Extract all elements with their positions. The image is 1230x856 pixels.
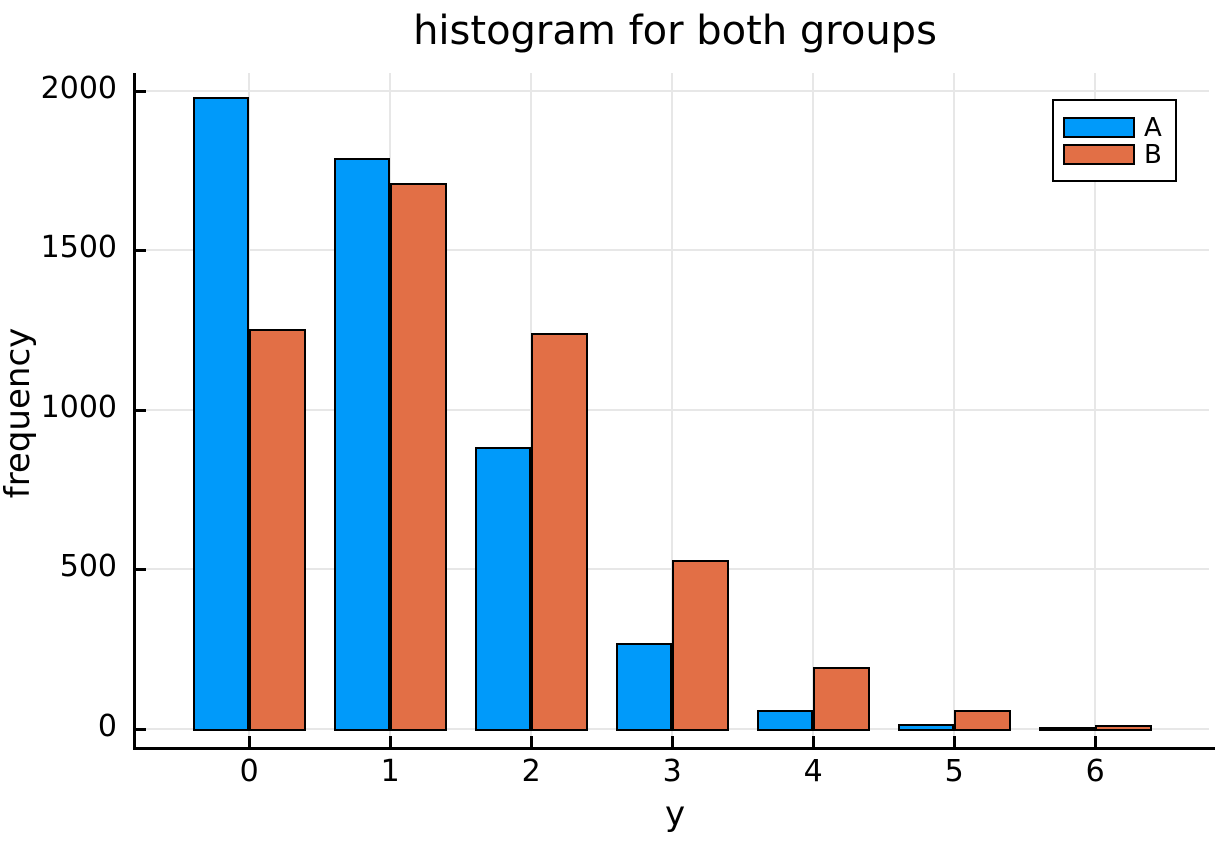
y-axis-label: frequency [0,327,38,499]
legend-swatch-B [1063,144,1135,165]
x-axis-label: y [664,794,686,834]
gridline-y-500 [135,568,1209,571]
legend-label-B: B [1144,140,1162,170]
bar-A-2 [474,446,532,731]
y-tick-label-2000: 2000 [40,70,117,106]
bar-A-6 [1038,726,1096,731]
x-tick-6 [1094,736,1098,747]
legend-label-A: A [1144,113,1162,143]
x-tick-label-5: 5 [944,754,964,789]
legend-row-A: A [1054,113,1175,143]
bar-B-6 [1095,724,1152,731]
y-tick-label-500: 500 [59,549,117,585]
x-tick-label-2: 2 [521,754,541,789]
x-tick-label-0: 0 [239,754,259,789]
bar-B-1 [390,183,447,731]
x-tick-label-4: 4 [803,754,823,789]
bar-B-2 [531,333,588,731]
chart-title: histogram for both groups [413,8,937,54]
x-tick-3 [671,736,675,747]
bar-B-0 [249,328,306,731]
x-tick-5 [953,736,957,747]
bar-B-3 [672,559,729,731]
y-tick-500 [135,568,146,572]
bar-A-4 [756,709,814,731]
y-tick-1000 [135,408,146,412]
bar-A-1 [333,157,391,731]
y-tick-label-0: 0 [97,708,117,744]
x-tick-1 [389,736,393,747]
x-tick-0 [248,736,252,747]
y-tick-2000 [135,89,146,93]
y-tick-0 [135,727,146,731]
y-tick-1500 [135,249,146,253]
y-tick-label-1500: 1500 [40,230,117,266]
x-tick-label-1: 1 [380,754,400,789]
gridline-y-1000 [135,408,1209,411]
y-axis-spine [133,73,136,750]
x-tick-label-3: 3 [662,754,682,789]
bar-A-3 [615,642,673,731]
legend-row-B: B [1054,140,1175,170]
x-tick-label-6: 6 [1085,754,1105,789]
bar-B-5 [954,710,1011,731]
y-tick-label-1000: 1000 [40,389,117,425]
bar-A-5 [897,724,955,731]
x-tick-2 [530,736,534,747]
x-tick-4 [812,736,816,747]
bar-A-0 [192,97,250,731]
x-axis-spine [133,747,1215,750]
legend-swatch-A [1063,117,1135,138]
gridline-y-1500 [135,249,1209,252]
bar-B-4 [813,666,870,731]
gridline-y-2000 [135,89,1209,92]
